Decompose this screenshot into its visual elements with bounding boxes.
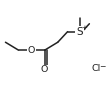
Text: S: S xyxy=(76,27,83,37)
Text: O: O xyxy=(40,65,48,74)
Text: −: − xyxy=(99,62,105,71)
Text: O: O xyxy=(28,46,35,55)
Text: Cl: Cl xyxy=(91,64,100,73)
Text: +: + xyxy=(82,25,87,31)
